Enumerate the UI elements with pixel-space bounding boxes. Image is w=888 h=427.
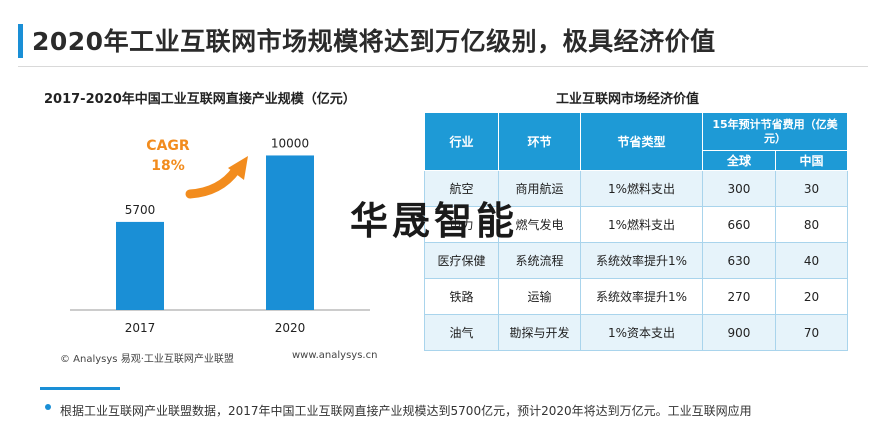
title-divider [18,66,868,67]
data-label: 10000 [271,136,309,150]
header-global: 全球 [702,150,776,171]
cell-china: 80 [774,206,849,243]
x-tick-label: 2017 [125,321,156,335]
chart-title: 2017-2020年中国工业互联网直接产业规模（亿元） [44,92,356,107]
header-china: 中国 [774,150,849,171]
table-row: 医疗保健 系统流程 系统效率提升1% 630 40 [424,242,849,279]
cell-global: 300 [702,170,776,207]
cell-china: 30 [774,170,849,207]
cell-global: 270 [702,278,776,315]
cell-segment: 燃气发电 [498,206,581,243]
cell-segment: 系统流程 [498,242,581,279]
cell-saving-type: 1%资本支出 [580,314,703,351]
cell-saving-type: 1%燃料支出 [580,206,703,243]
header-saving-type: 节省类型 [580,112,703,171]
chart-site: www.analysys.cn [292,350,378,361]
bar-2017 [116,221,164,310]
header-industry: 行业 [424,112,499,171]
bullet-icon [45,404,51,410]
cell-global: 660 [702,206,776,243]
note-text: 根据工业互联网产业联盟数据，2017年中国工业互联网直接产业规模达到5700亿元… [60,404,752,418]
cell-global: 630 [702,242,776,279]
bar-2020 [266,155,314,310]
cell-saving-type: 系统效率提升1% [580,278,703,315]
title-accent-bar [18,24,23,58]
cell-segment: 商用航运 [498,170,581,207]
bar-chart: 5700 2017 10000 2020 CAGR 18% [70,136,370,335]
table-row: 油气 勘探与开发 1%资本支出 900 70 [424,314,849,351]
note-divider [40,387,120,390]
cell-industry: 油气 [424,314,499,351]
cagr-label: CAGR [146,138,190,154]
cell-saving-type: 1%燃料支出 [580,170,703,207]
page-title: 2020年工业互联网市场规模将达到万亿级别，极具经济价值 [32,27,716,56]
economic-value-table: 行业 环节 节省类型 15年预计节省费用（亿美元） 全球 中国 航空 商用航运 1%… [424,112,849,351]
arrow-head-icon [228,156,248,180]
table-title: 工业互联网市场经济价值 [556,92,700,107]
x-tick-label: 2020 [275,321,306,335]
cell-industry: 电力 [424,206,499,243]
cell-china: 40 [774,242,849,279]
header-saving-group: 15年预计节省费用（亿美元） [702,112,848,151]
cagr-value: 18% [151,158,185,174]
header-segment: 环节 [498,112,581,171]
cell-global: 900 [702,314,776,351]
watermark: 华晟智能 [350,199,519,243]
cell-china: 20 [774,278,849,315]
growth-arrow-icon [185,165,241,199]
data-label: 5700 [125,203,156,217]
table-row: 航空 商用航运 1%燃料支出 300 30 [424,170,849,207]
cell-segment: 勘探与开发 [498,314,581,351]
cell-china: 70 [774,314,849,351]
cell-saving-type: 系统效率提升1% [580,242,703,279]
table-row: 铁路 运输 系统效率提升1% 270 20 [424,278,849,315]
cell-industry: 医疗保健 [424,242,499,279]
cell-industry: 铁路 [424,278,499,315]
chart-source: © Analysys 易观·工业互联网产业联盟 [60,354,234,365]
cell-segment: 运输 [498,278,581,315]
